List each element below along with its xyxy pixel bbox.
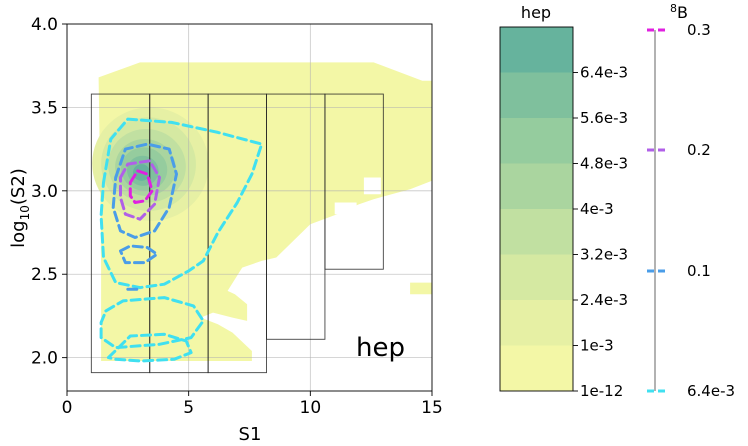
hep-colorbar: 1e-12 1e-3 2.4e-3 3.2e-3 4e-3 4.8e-3 5.6e-3 6.4… [499, 26, 628, 400]
colorbar-tick-label: 5.6e-3 [580, 109, 628, 127]
gap-2 [334, 202, 357, 215]
colorbar-band-6 [500, 118, 573, 164]
colorbar-tick-label: 4e-3 [580, 200, 614, 218]
colorbar-band-5 [500, 163, 573, 209]
gap-5 [249, 302, 289, 321]
b8-contour-6-4e-3-upper [99, 117, 264, 290]
bin-box-5 [324, 93, 384, 270]
y-tick-label: 4.0 [31, 15, 58, 35]
x-axis-label: S1 [239, 424, 262, 445]
y-axis-ticks: 2.0 2.5 3.0 3.5 4.0 [31, 15, 67, 369]
x-tick-label: 0 [62, 398, 73, 418]
plot-frame [66, 23, 433, 392]
gap-3 [290, 249, 318, 261]
gap-7 [305, 297, 342, 321]
line-scale-label: 0.2 [687, 141, 711, 159]
gap-9 [390, 290, 413, 301]
x-tick-label: 10 [300, 398, 322, 418]
b8-contour-0-1-blob [119, 244, 159, 265]
plot-annotation: hep [356, 333, 405, 363]
colorbar-band-4 [500, 209, 573, 255]
colorbar-tick-label: 3.2e-3 [580, 246, 628, 264]
colorbar-title: hep [521, 3, 551, 22]
y-tick-label: 3.0 [31, 182, 58, 202]
colorbar-tick-label: 2.4e-3 [580, 291, 628, 309]
b8-line-scale: 6.4e-3 0.1 0.2 0.3 [647, 21, 735, 400]
plot-area [67, 24, 432, 391]
b8-contour-6-4e-3-lower [106, 332, 193, 363]
gap-4 [256, 274, 282, 285]
b8-contour-6-4e-3-middle [99, 296, 205, 350]
y-axis-label: log10(S2) [8, 168, 32, 248]
colorbar-band-2 [500, 300, 573, 346]
colorbar-tick-label: 6.4e-3 [580, 64, 628, 82]
line-scale-title: 8B [670, 2, 688, 22]
y-tick-label: 3.5 [31, 98, 58, 118]
line-scale-label: 0.3 [687, 21, 711, 39]
colorbar-band-8 [500, 27, 573, 73]
hep-level-1-island [410, 282, 432, 295]
colorbar-band-1 [500, 345, 573, 391]
colorbar-tick-label: 1e-3 [580, 337, 614, 355]
b8-contour-0-1-main [111, 142, 178, 239]
colorbar-tick-label: 1e-12 [580, 382, 623, 400]
line-scale-label: 0.1 [687, 262, 711, 280]
colorbar-band-3 [500, 254, 573, 300]
x-tick-label: 15 [421, 398, 443, 418]
x-tick-label: 5 [183, 398, 194, 418]
gap-6 [269, 290, 294, 301]
gap-8 [329, 280, 350, 291]
grid [67, 24, 432, 391]
y-tick-label: 2.5 [31, 265, 58, 285]
colorbar-band-7 [500, 72, 573, 118]
gap-1 [363, 177, 381, 195]
b8-contour-0-3 [128, 169, 154, 204]
line-scale-label: 6.4e-3 [687, 382, 735, 400]
b8-contour-lines [99, 117, 264, 363]
y-tick-label: 2.0 [31, 349, 58, 369]
x-axis-ticks: 0 5 10 15 [62, 391, 443, 418]
colorbar-tick-label: 4.8e-3 [580, 155, 628, 173]
b8-contour-0-2 [119, 159, 161, 221]
